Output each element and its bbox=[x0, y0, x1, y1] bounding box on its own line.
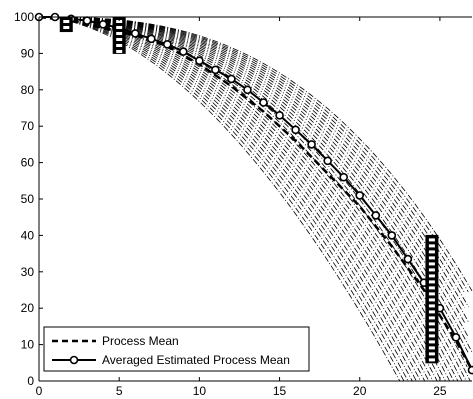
series-point bbox=[371, 211, 381, 220]
series-point bbox=[275, 111, 284, 120]
interval-marker-cell bbox=[428, 286, 435, 290]
y-tick-label: 80 bbox=[21, 83, 35, 97]
y-tick-label: 40 bbox=[21, 228, 35, 242]
series-point bbox=[323, 156, 333, 166]
estimate-curve bbox=[38, 16, 401, 382]
interval-marker-cell bbox=[428, 334, 435, 338]
interval-marker-cell bbox=[428, 340, 435, 344]
interval-markers bbox=[59, 16, 439, 364]
interval-marker-cell bbox=[116, 38, 123, 41]
interval-marker-cell bbox=[428, 346, 435, 350]
y-tick-label: 60 bbox=[21, 156, 35, 170]
series-point bbox=[179, 47, 188, 56]
interval-marker-cell bbox=[428, 328, 435, 332]
series-point bbox=[291, 125, 300, 135]
estimate-curve bbox=[38, 16, 405, 382]
x-tick-label: 0 bbox=[36, 384, 43, 398]
interval-marker-cell bbox=[428, 280, 435, 284]
series-point bbox=[163, 39, 172, 49]
legend-label-process-mean: Process Mean bbox=[102, 334, 179, 348]
interval-marker-cell bbox=[428, 304, 435, 308]
estimate-curve bbox=[38, 16, 409, 382]
interval-marker-cell bbox=[428, 274, 435, 278]
interval-marker-cell bbox=[428, 250, 435, 254]
interval-marker-cell bbox=[428, 322, 435, 326]
series-point bbox=[387, 231, 397, 240]
series-point bbox=[98, 19, 108, 29]
series-point bbox=[147, 34, 156, 44]
estimate-curve bbox=[39, 16, 463, 382]
estimate-curve bbox=[39, 16, 467, 382]
interval-marker-cell bbox=[428, 316, 435, 320]
interval-marker-cell bbox=[116, 44, 123, 47]
estimate-curve bbox=[38, 16, 417, 382]
interval-marker-cell bbox=[428, 238, 435, 242]
interval-marker-cell bbox=[428, 268, 435, 272]
y-tick-label: 100 bbox=[14, 10, 34, 24]
x-tick-label: 15 bbox=[273, 384, 287, 398]
series-point bbox=[227, 74, 236, 84]
series-line-process-mean bbox=[38, 15, 473, 371]
interval-marker-cell bbox=[428, 292, 435, 296]
series-point bbox=[451, 332, 461, 342]
y-tick-label: 30 bbox=[21, 265, 35, 279]
interval-marker-cell bbox=[116, 32, 123, 35]
x-tick-label: 10 bbox=[193, 384, 207, 398]
series-point bbox=[82, 16, 92, 25]
axes: 0 5 10 15 20 25 0 10 20 30 40 50 60 70 80 90 100 bbox=[14, 10, 472, 398]
interval-marker-cell bbox=[428, 352, 435, 356]
series-point bbox=[259, 98, 268, 107]
legend-label-averaged-estimate: Averaged Estimated Process Mean bbox=[102, 353, 290, 367]
series-point bbox=[195, 56, 204, 66]
series-point bbox=[355, 191, 365, 200]
estimate-curve bbox=[39, 16, 473, 292]
estimate-curve bbox=[39, 16, 473, 353]
x-tick-label: 5 bbox=[116, 384, 123, 398]
interval-marker-cell bbox=[63, 26, 70, 29]
y-tick-label: 10 bbox=[21, 338, 35, 352]
interval-marker-cell bbox=[116, 26, 123, 29]
y-tick-label: 20 bbox=[21, 301, 35, 315]
interval-marker-cell bbox=[428, 256, 435, 260]
series-point bbox=[339, 172, 349, 182]
legend: Process Mean Averaged Estimated Process … bbox=[43, 326, 310, 372]
series-point bbox=[211, 65, 220, 75]
series-point bbox=[467, 365, 473, 375]
y-tick-label: 50 bbox=[21, 192, 35, 206]
legend-box bbox=[43, 326, 310, 372]
series-point bbox=[130, 29, 140, 38]
x-tick-label: 25 bbox=[433, 384, 447, 398]
y-tick-label: 0 bbox=[27, 374, 34, 388]
series-point bbox=[243, 85, 252, 95]
series-point bbox=[307, 140, 316, 149]
x-tick-label: 20 bbox=[353, 384, 367, 398]
series-line-averaged-estimate bbox=[39, 16, 473, 371]
interval-marker-cell bbox=[428, 358, 435, 362]
series-point bbox=[403, 254, 413, 264]
estimate-curve bbox=[39, 16, 455, 382]
interval-marker-cell bbox=[428, 244, 435, 248]
interval-marker-cell bbox=[116, 20, 123, 23]
y-tick-label: 90 bbox=[21, 46, 35, 60]
interval-marker-cell bbox=[428, 262, 435, 266]
interval-marker-cell bbox=[63, 20, 70, 23]
interval-marker bbox=[59, 16, 73, 33]
estimate-curve bbox=[39, 16, 459, 382]
interval-marker-cell bbox=[116, 50, 123, 53]
y-tick-label: 70 bbox=[21, 119, 35, 133]
estimate-curve bbox=[38, 16, 421, 382]
interval-marker-cell bbox=[428, 298, 435, 302]
legend-marker-averaged-estimate bbox=[69, 355, 79, 365]
interval-marker-cell bbox=[428, 310, 435, 314]
estimate-curve bbox=[38, 16, 413, 382]
